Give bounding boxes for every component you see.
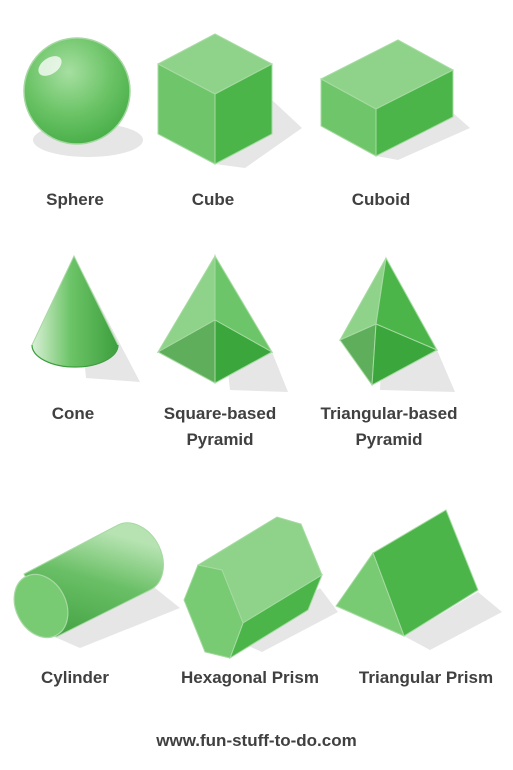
cuboid-right-face	[375, 69, 454, 157]
triangular-prism-shape	[335, 509, 502, 650]
sphere-highlight	[38, 56, 62, 76]
label-triangular-based-pyramid: Triangular-based Pyramid	[320, 404, 458, 449]
label-cuboid: Cuboid	[351, 190, 411, 209]
label-cube: Cube	[191, 190, 235, 209]
triangular-pyramid-shape	[338, 256, 455, 392]
triangular-prism-shadow	[404, 592, 502, 650]
hexagonal-prism-shape	[183, 516, 338, 660]
cylinder-shadow	[48, 584, 180, 648]
cone-shape	[31, 254, 140, 382]
cuboid-shadow	[376, 112, 470, 160]
triangular-pyramid-bottom-right	[371, 323, 439, 386]
cylinder-end-face	[13, 573, 69, 639]
cone-base-rim	[31, 344, 119, 368]
cylinder-shape	[13, 522, 180, 648]
label-triangular-prism: Triangular Prism	[358, 668, 494, 687]
sphere-shape	[23, 37, 143, 157]
square-pyramid-bottom-right	[214, 319, 274, 384]
label-cone: Cone	[51, 404, 95, 423]
cube-shape	[156, 33, 302, 168]
label-cylinder: Cylinder	[40, 668, 110, 687]
footer-website: www.fun-stuff-to-do.com	[156, 731, 357, 750]
square-pyramid-shape	[156, 254, 288, 392]
triangular-prism-end-face	[335, 551, 405, 637]
label-square-based-pyramid: Square-based Pyramid	[163, 404, 277, 449]
cube-right-face	[214, 63, 273, 165]
sphere-body	[23, 37, 131, 145]
cuboid-shape	[319, 39, 470, 160]
cone-body	[31, 254, 119, 368]
label-sphere: Sphere	[46, 190, 104, 209]
label-hexagonal-prism: Hexagonal Prism	[181, 668, 319, 687]
hexagonal-prism-end-face	[183, 564, 244, 659]
